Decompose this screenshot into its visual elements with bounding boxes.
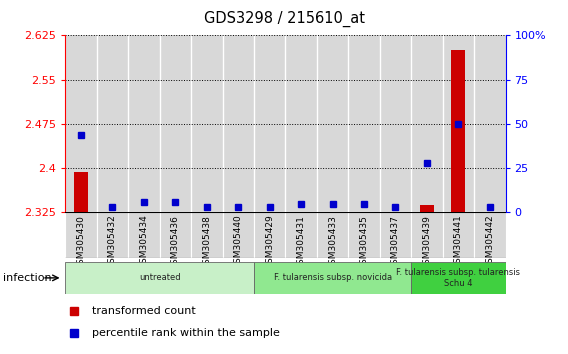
Bar — [474, 212, 506, 258]
Text: transformed count: transformed count — [92, 306, 195, 316]
Bar — [65, 262, 254, 294]
Bar — [65, 212, 97, 258]
Bar — [411, 262, 506, 294]
Bar — [452, 50, 465, 212]
Text: GSM305442: GSM305442 — [485, 215, 494, 269]
Text: GSM305429: GSM305429 — [265, 215, 274, 269]
Bar — [254, 35, 285, 212]
Bar — [442, 212, 474, 258]
Text: infection: infection — [3, 273, 52, 283]
Text: GSM305438: GSM305438 — [202, 215, 211, 270]
Bar — [317, 35, 348, 212]
Bar — [317, 212, 348, 258]
Text: untreated: untreated — [139, 273, 181, 282]
Text: GSM305433: GSM305433 — [328, 215, 337, 270]
Text: GSM305434: GSM305434 — [139, 215, 148, 269]
Bar — [191, 35, 223, 212]
Text: F. tularensis subsp. tularensis
Schu 4: F. tularensis subsp. tularensis Schu 4 — [396, 268, 520, 287]
Bar — [411, 35, 442, 212]
Bar — [254, 262, 411, 294]
Text: GSM305441: GSM305441 — [454, 215, 463, 269]
Text: GSM305439: GSM305439 — [423, 215, 432, 270]
Bar — [223, 212, 254, 258]
Bar — [411, 212, 442, 258]
Bar — [160, 35, 191, 212]
Bar — [65, 35, 97, 212]
Text: GSM305437: GSM305437 — [391, 215, 400, 270]
Text: F. tularensis subsp. novicida: F. tularensis subsp. novicida — [274, 273, 392, 282]
Text: GSM305431: GSM305431 — [296, 215, 306, 270]
Bar — [285, 35, 317, 212]
Bar — [128, 212, 160, 258]
Bar — [74, 172, 88, 212]
Bar — [380, 212, 411, 258]
Bar — [285, 212, 317, 258]
Text: GSM305440: GSM305440 — [234, 215, 243, 269]
Bar — [97, 212, 128, 258]
Text: GSM305436: GSM305436 — [171, 215, 180, 270]
Bar — [442, 35, 474, 212]
Text: GSM305430: GSM305430 — [77, 215, 86, 270]
Bar — [254, 212, 285, 258]
Bar — [97, 35, 128, 212]
Bar — [160, 212, 191, 258]
Bar — [474, 35, 506, 212]
Text: GSM305432: GSM305432 — [108, 215, 117, 269]
Bar — [191, 212, 223, 258]
Bar — [223, 35, 254, 212]
Text: GDS3298 / 215610_at: GDS3298 / 215610_at — [203, 11, 365, 27]
Bar — [348, 35, 380, 212]
Bar — [348, 212, 380, 258]
Bar — [420, 205, 434, 212]
Bar — [380, 35, 411, 212]
Bar — [128, 35, 160, 212]
Text: percentile rank within the sample: percentile rank within the sample — [92, 328, 279, 338]
Text: GSM305435: GSM305435 — [360, 215, 369, 270]
